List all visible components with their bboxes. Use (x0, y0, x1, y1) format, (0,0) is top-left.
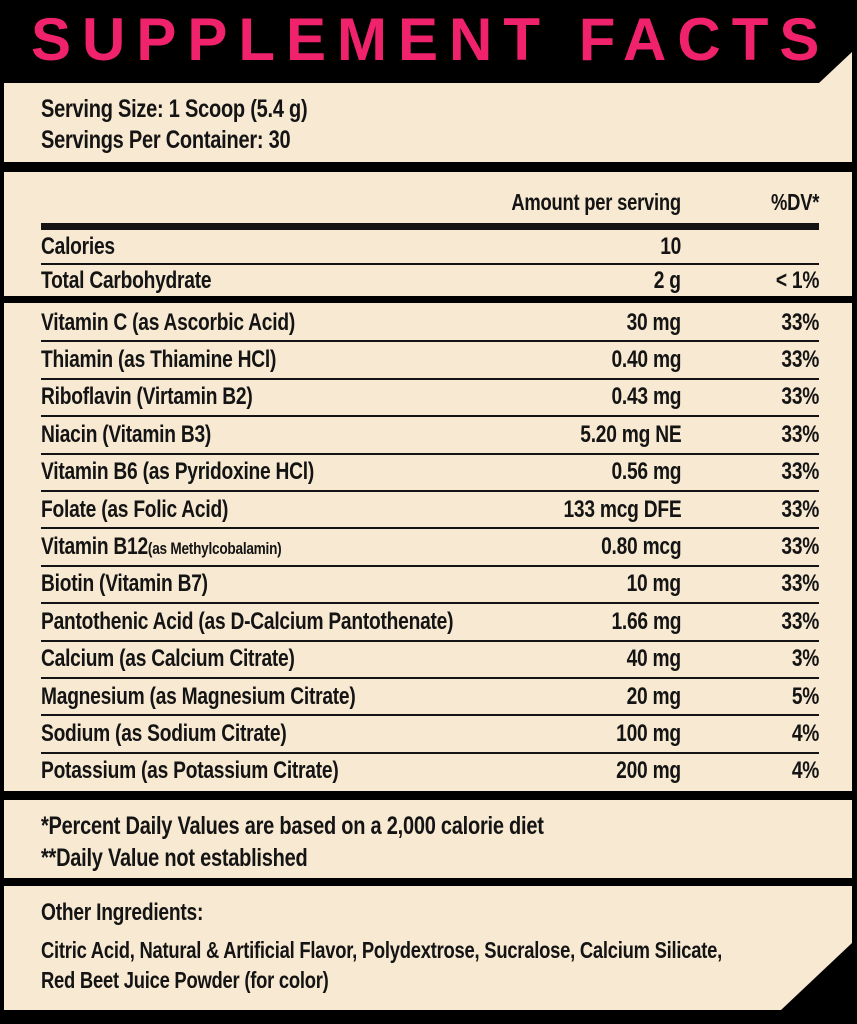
nutrient-name: Vitamin C (as Ascorbic Acid) (41, 308, 295, 336)
nutrient-row: Biotin (Vitamin B7) 10 mg 33% (41, 564, 819, 602)
other-ingredients-panel: Other Ingredients: Citric Acid, Natural … (4, 886, 852, 1010)
nutrient-row: Magnesium (as Magnesium Citrate) 20 mg 5… (41, 676, 820, 714)
nutrient-row: Potassium (as Potassium Citrate) 200 mg … (41, 751, 820, 789)
nutrient-dv: 33% (781, 495, 819, 523)
nutrient-name: Vitamin B12 (41, 533, 148, 561)
amount-per-serving-header: Amount per serving (511, 189, 682, 215)
calories-row: Calories 10 (41, 230, 819, 263)
nutrient-row: Thiamin (as Thiamine HCl) 0.40 mg 33% (41, 340, 819, 377)
nutrient-dv: 33% (781, 458, 819, 486)
nutrient-row: Vitamin B6 (as Pyridoxine HCl) 0.56 mg 3… (41, 452, 819, 490)
nutrient-dv: 4% (791, 719, 820, 747)
nutrient-name: Vitamin B6 (as Pyridoxine HCl) (41, 458, 315, 486)
nutrient-amount: 0.43 mg (611, 383, 681, 411)
nutrient-row: Vitamin C (as Ascorbic Acid) 30 mg 33% (41, 305, 819, 340)
other-ingredients-heading: Other Ingredients: (41, 899, 204, 926)
nutrient-name: Biotin (Vitamin B7) (41, 570, 208, 598)
nutrient-name: Sodium (as Sodium Citrate) (41, 719, 287, 747)
nutrient-row: Riboflavin (Virtamin B2) 0.43 mg 33% (41, 377, 819, 415)
nutrient-row: Sodium (as Sodium Citrate) 100 mg 4% (41, 714, 819, 751)
calories-label: Calories (41, 232, 115, 260)
summary-header-row: Amount per serving %DV* (41, 172, 820, 223)
nutrient-dv: 3% (791, 645, 820, 673)
nutrient-row: Folate (as Folic Acid) 133 mcg DFE 33% (41, 489, 819, 527)
nutrient-row: Pantothenic Acid (as D-Calcium Pantothen… (41, 602, 819, 639)
footnotes-panel: *Percent Daily Values are based on a 2,0… (4, 800, 852, 878)
row-divider (41, 263, 819, 265)
nutrient-name: Thiamin (as Thiamine HCl) (41, 346, 277, 374)
nutrient-name: Pantothenic Acid (as D-Calcium Pantothen… (41, 607, 454, 635)
nutrient-amount: 10 mg (626, 570, 682, 598)
nutrient-amount: 0.56 mg (611, 458, 681, 486)
nutrient-dv: 33% (781, 570, 819, 598)
nutrient-row: Vitamin B12(as Methylcobalamin) 0.80 mcg… (41, 527, 819, 564)
total-carbohydrate-label: Total Carbohydrate (41, 266, 212, 294)
dv-not-established-footnote: **Daily Value not established (41, 844, 308, 872)
total-carbohydrate-row: Total Carbohydrate 2 g < 1% (41, 265, 819, 296)
label-title: SUPPLEMENT FACTS (31, 6, 831, 73)
nutrient-amount: 133 mcg DFE (563, 495, 681, 523)
calories-amount: 10 (660, 232, 681, 260)
nutrient-row: Calcium (as Calcium Citrate) 40 mg 3% (41, 639, 820, 677)
nutrient-amount: 1.66 mg (611, 607, 681, 635)
header-thick-divider (41, 223, 819, 230)
nutrient-name-detail: (as Methylcobalamin) (147, 539, 282, 559)
summary-panel: Amount per serving %DV* Calories 10 Tota… (4, 172, 852, 296)
total-carbohydrate-dv: < 1% (775, 266, 820, 294)
nutrient-dv: 4% (791, 757, 820, 785)
nutrient-amount: 200 mg (616, 757, 681, 785)
nutrient-name: Folate (as Folic Acid) (41, 495, 229, 523)
daily-values-footnote: *Percent Daily Values are based on a 2,0… (41, 812, 544, 840)
nutrient-dv: 33% (781, 346, 819, 374)
nutrient-name: Niacin (Vitamin B3) (41, 420, 212, 448)
total-carbohydrate-amount: 2 g (653, 266, 681, 294)
nutrient-amount: 0.80 mcg (600, 533, 682, 561)
nutrients-table: Vitamin C (as Ascorbic Acid) 30 mg 33% T… (4, 303, 852, 791)
nutrient-amount: 100 mg (616, 719, 681, 747)
serving-size-text: Serving Size: 1 Scoop (5.4 g) (41, 95, 308, 123)
nutrient-dv: 33% (781, 533, 819, 561)
nutrient-dv: 33% (781, 308, 819, 336)
nutrient-name: Riboflavin (Virtamin B2) (41, 383, 253, 411)
other-ingredients-text-line2: Red Beet Juice Powder (for color) (41, 967, 329, 993)
nutrient-dv: 5% (791, 682, 820, 710)
nutrient-dv: 33% (781, 607, 819, 635)
serving-size-line: Serving Size: 1 Scoop (5.4 g) (41, 94, 819, 125)
nutrient-amount: 20 mg (626, 682, 682, 710)
servings-per-container-text: Servings Per Container: 30 (41, 126, 291, 154)
nutrient-dv: 33% (781, 420, 819, 448)
nutrient-amount: 0.40 mg (611, 346, 681, 374)
other-ingredients-text-line1: Citric Acid, Natural & Artificial Flavor… (41, 937, 722, 963)
dv-header: %DV* (770, 189, 819, 215)
nutrient-name: Potassium (as Potassium Citrate) (41, 757, 339, 785)
nutrient-amount: 5.20 mg NE (579, 420, 681, 448)
nutrient-amount: 30 mg (626, 308, 682, 336)
nutrient-amount: 40 mg (626, 645, 682, 673)
nutrient-name: Magnesium (as Magnesium Citrate) (41, 682, 356, 710)
nutrient-row: Niacin (Vitamin B3) 5.20 mg NE 33% (41, 415, 819, 452)
nutrient-name: Calcium (as Calcium Citrate) (41, 645, 295, 673)
servings-per-container-line: Servings Per Container: 30 (41, 125, 819, 156)
nutrient-dv: 33% (781, 383, 819, 411)
